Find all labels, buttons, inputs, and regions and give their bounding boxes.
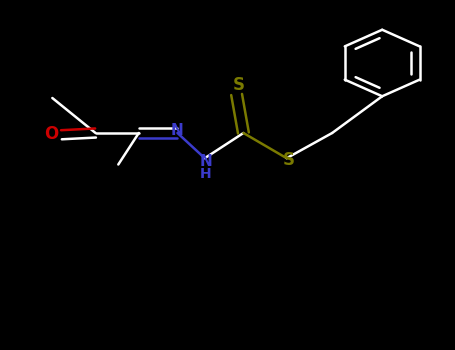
Text: N: N — [199, 154, 212, 169]
Text: H: H — [200, 167, 212, 181]
Text: O: O — [44, 125, 59, 143]
Text: N: N — [171, 123, 184, 138]
Text: S: S — [283, 151, 294, 169]
Text: S: S — [233, 76, 244, 94]
